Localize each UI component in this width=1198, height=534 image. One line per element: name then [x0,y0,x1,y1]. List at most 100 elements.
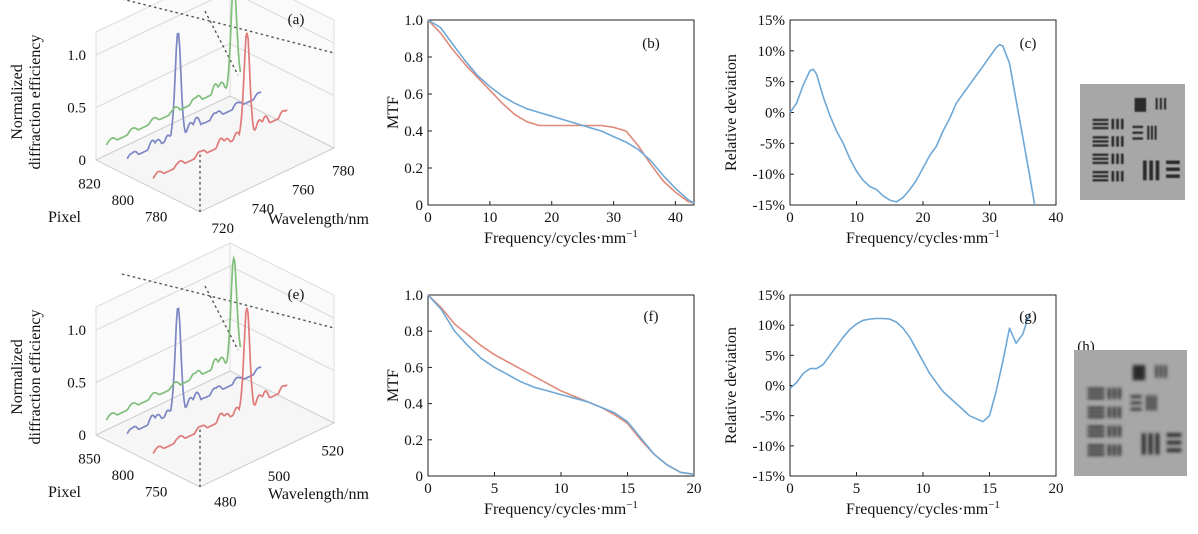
target-bar [1116,171,1119,182]
target-bar [1112,387,1116,400]
target-bar [1118,387,1121,400]
x-tick-label: 30 [606,210,621,226]
z-tick-label: 0.5 [67,376,86,392]
z-tick-label: 1.0 [67,48,86,64]
floor [94,370,336,488]
y-tick-label: 5% [765,75,785,91]
panel-label: (f) [644,309,659,325]
panel-d: (d) [1080,84,1185,200]
guide-line [122,0,335,54]
target-bar [1087,453,1105,456]
z-axis-label: Normalized [9,339,26,415]
grid-line [95,318,231,383]
y-tick-label: 0% [765,379,785,395]
grid-line [229,318,335,371]
x-tick-label: 15 [620,481,635,497]
pixel-axis-label: Pixel [48,484,81,501]
target-bar [1087,396,1105,400]
target-bar [1164,97,1167,110]
pixel-axis-label: Pixel [48,209,81,226]
z-axis-label: diffraction efficiency [27,310,44,445]
z-tick-label: 0 [79,153,87,169]
wavelength-tick-label: 780 [332,163,355,179]
y-tick-label: 0.4 [404,124,423,140]
target-bar [1092,136,1109,139]
target-bar [1107,406,1111,419]
plot-frame [789,294,1057,477]
target-bar [1087,448,1105,452]
series-line-2 [105,0,242,146]
panel-label: (e) [288,287,305,303]
target-bar [1092,118,1109,122]
target-bar [1154,395,1157,411]
target-bar [1155,433,1160,455]
target-bar [1154,125,1157,140]
y-tick-label: 0.2 [404,433,423,449]
x-tick-label: 20 [544,210,559,226]
y-axis-label: MTF [385,369,402,402]
target-bar [1120,171,1124,182]
y-axis-label: MTF [385,96,402,129]
panel-g: 0 5 10 15 20 -15% -10% -5% 0% 5% 10% 15% Frequency/c… [723,288,1064,518]
x-tick-label: 0 [786,481,794,497]
target-bar [1092,175,1109,178]
grid-line [95,265,231,331]
target-bar [1159,97,1162,110]
z-axis-label: diffraction efficiency [27,35,44,170]
panel-c: 0 10 20 30 40 -15% -10% -5% 0% 5% 10% 15% Frequency/… [723,13,1064,247]
panel-label: (a) [288,12,305,28]
target-bar [1130,401,1142,405]
y-tick-label: -10% [753,167,786,183]
target-bar [1146,395,1149,411]
target-bar [1159,365,1163,378]
target-bar [1092,153,1109,156]
wavelength-tick-label: 500 [268,469,291,485]
target-bar [1148,433,1153,455]
plot-frame [789,19,1057,206]
x-axis-label: Frequency/cycles·mm−1 [846,228,1000,247]
guide-line [121,273,335,329]
target-bar [1087,430,1105,433]
z-tick-label: 1.0 [67,323,86,339]
target-bar [1120,118,1124,130]
target-bar [1132,125,1143,129]
series-line-2 [105,254,242,421]
target-bar [1150,125,1153,140]
target-bar [1132,137,1143,140]
x-tick-label: 10 [554,481,569,497]
target-bar [1092,126,1109,130]
target-bar [1107,444,1111,456]
x-tick-label: 40 [1049,210,1064,226]
y-tick-label: 0.8 [404,324,423,340]
target-bar [1155,97,1158,110]
panel-label: (g) [1019,309,1037,325]
y-tick-label: 10% [758,44,786,60]
pixel-tick-label: 800 [112,468,135,484]
target-bar [1092,140,1109,143]
target-bar [1092,179,1109,182]
panel-f: 0 5 10 15 20 0 0.2 0.4 0.6 0.8 1.0 Frequency/cycles… [385,288,702,518]
target-bar [1087,406,1105,410]
x-axis-label: Frequency/cycles·mm−1 [484,228,638,247]
wavelength-tick-label: 720 [211,221,234,237]
pixel-tick-label: 780 [145,210,168,226]
target-bar [1166,448,1182,453]
grid-line [95,43,231,108]
y-tick-label: 0 [416,469,424,485]
target-bar [1164,365,1167,378]
x-tick-label: 20 [1049,481,1064,497]
guide-line [204,10,239,76]
x-axis-label: Frequency/cycles·mm−1 [846,499,1000,518]
target-bar [1149,160,1153,181]
z-axis-label: Normalized [9,64,26,140]
target-bar [1111,118,1115,130]
target-bar [1147,125,1150,140]
y-tick-label: 0.6 [404,360,423,376]
target-bar [1116,136,1119,147]
target-bar [1092,144,1109,147]
target-bar [1087,411,1105,414]
wavelength-tick-label: 480 [214,495,237,511]
series-line-1 [427,19,695,204]
x-tick-label: 5 [853,481,861,497]
